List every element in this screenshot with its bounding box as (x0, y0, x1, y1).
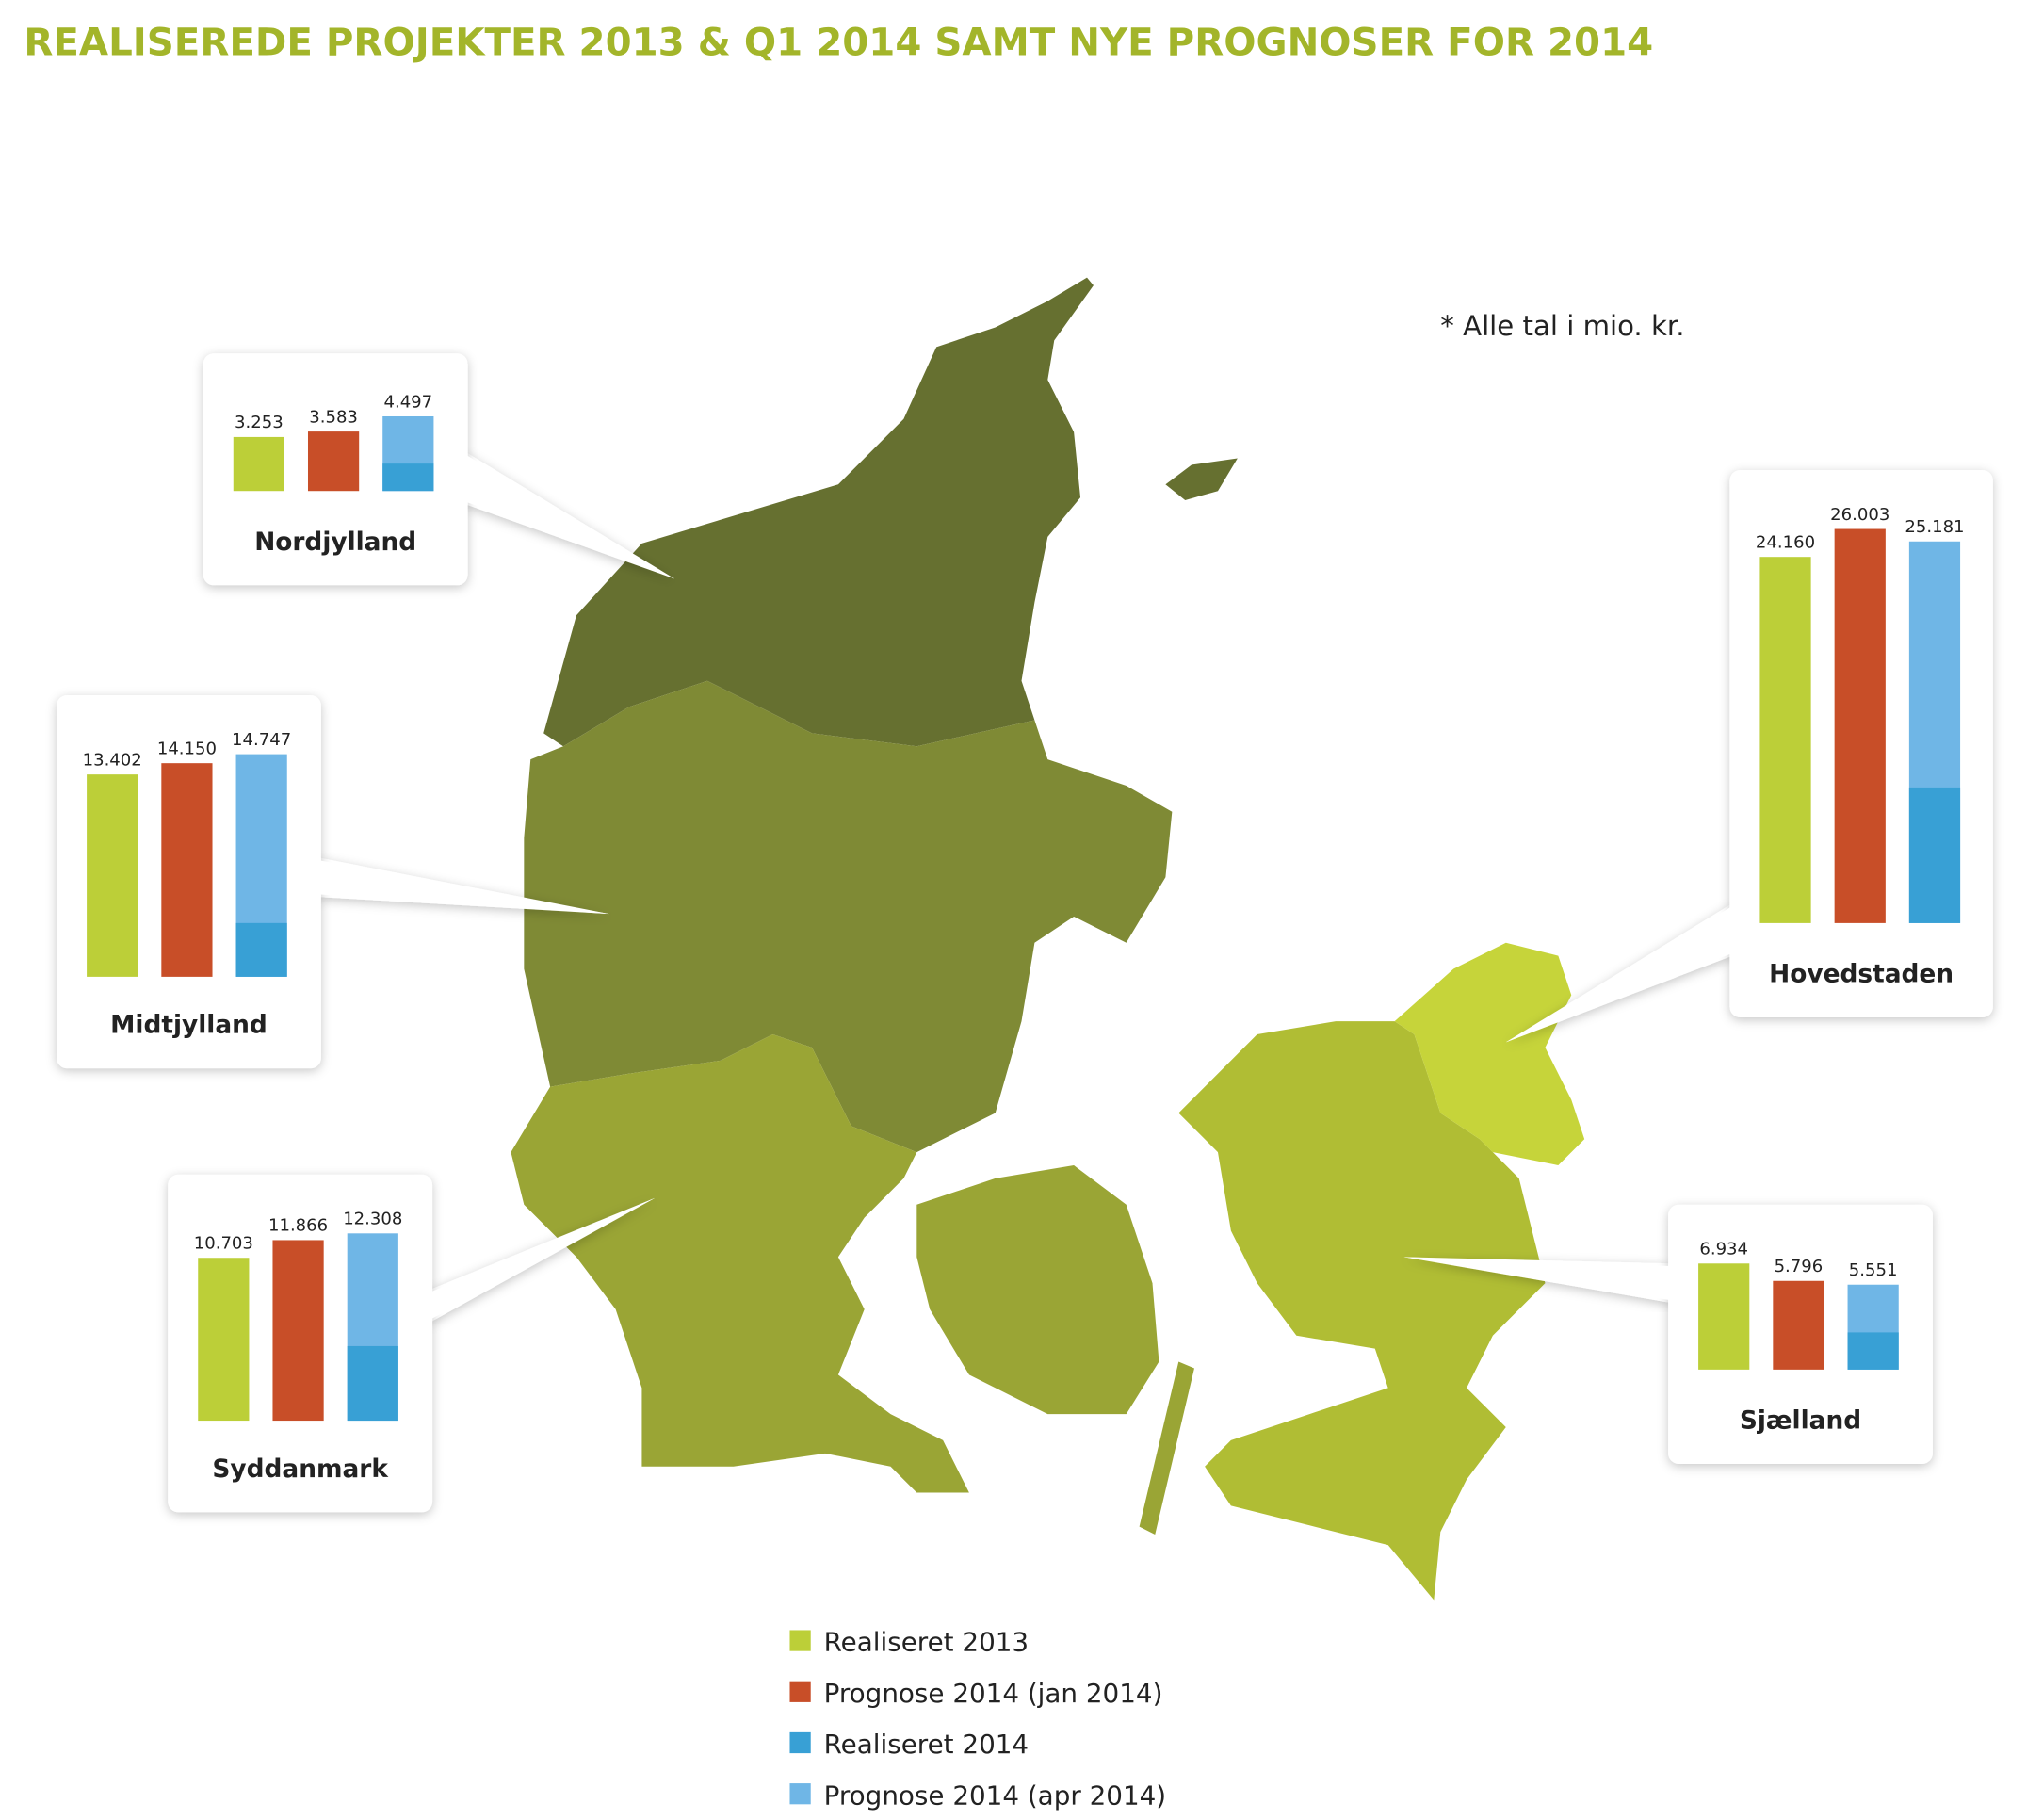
legend-label: Realiseret 2014 (824, 1729, 1030, 1760)
data-label: 25.181 (1905, 517, 1964, 537)
bar-realiseret-2014 (382, 463, 434, 492)
region-callout-5: 6.934 5.796 5.551 Sjælland (1403, 1204, 1933, 1464)
region-name: Midtjylland (110, 1011, 268, 1040)
bar-prognose-2014-jan-2014- (161, 763, 213, 977)
unit-note: * Alle tal i mio. kr. (1440, 310, 1684, 342)
data-label: 26.003 (1830, 505, 1889, 525)
bar-prognose-2014-jan-2014- (307, 431, 360, 492)
data-label: 3.253 (235, 413, 284, 432)
bar-realiseret-2013 (233, 436, 284, 492)
data-label: 11.866 (268, 1216, 328, 1236)
data-label: 4.497 (383, 392, 432, 412)
map-island-langeland (1139, 1361, 1194, 1535)
bar-realiseret-2014 (347, 1345, 398, 1422)
map-island-fyn (916, 1165, 1159, 1415)
bar-realiseret-2014 (1847, 1332, 1899, 1370)
bar-realiseret-2013 (1698, 1263, 1750, 1370)
bar-prognose-2014-jan-2014- (1773, 1280, 1824, 1370)
data-label: 5.796 (1775, 1257, 1824, 1276)
legend-swatch-prognose-jan-2014 (789, 1681, 811, 1702)
callout-pointer-fill (1403, 1257, 1671, 1301)
legend-swatch-realiseret-2014 (789, 1731, 811, 1754)
bar-prognose-2014-jan-2014- (1834, 528, 1886, 923)
map-region-midtjylland (524, 680, 1173, 1153)
legend: Realiseret 2013 Prognose 2014 (jan 2014)… (789, 1627, 1167, 1811)
bar-realiseret-2013 (87, 774, 138, 977)
map-region-hovedstaden (1394, 942, 1585, 1166)
region-name: Hovedstaden (1769, 959, 1954, 988)
map-region-nordjylland (543, 277, 1094, 747)
legend-swatch-realiseret-2013 (789, 1630, 811, 1651)
callout-pointer-fill (1505, 905, 1733, 1043)
data-label: 13.402 (83, 750, 142, 770)
region-name: Syddanmark (212, 1454, 389, 1484)
callout-pointer (464, 451, 675, 579)
bar-realiseret-2013 (1759, 557, 1811, 923)
callout-pointer-fill (430, 1197, 656, 1321)
region-name: Sjælland (1740, 1406, 1861, 1435)
map-island-anholt (1165, 458, 1238, 500)
legend-label: Prognose 2014 (jan 2014) (824, 1678, 1163, 1709)
callout-pointer (430, 1197, 656, 1323)
data-label: 5.551 (1849, 1260, 1898, 1280)
page-title: REALISEREDE PROJEKTER 2013 & Q1 2014 SAM… (24, 20, 1653, 64)
data-label: 14.150 (157, 739, 217, 758)
bar-realiseret-2014 (235, 922, 287, 977)
data-label: 6.934 (1699, 1240, 1748, 1259)
legend-swatch-prognose-apr-2014 (789, 1783, 811, 1805)
region-callout-1: 3.253 3.583 4.497 Nordjylland (203, 353, 675, 586)
region-callout-4: 24.160 26.003 25.181 Hovedstaden (1505, 469, 1993, 1043)
region-callout-3: 10.703 11.866 12.308 Syddanmark (168, 1174, 656, 1513)
legend-label: Realiseret 2013 (824, 1627, 1030, 1658)
bar-prognose-2014-jan-2014- (272, 1240, 324, 1422)
bar-realiseret-2013 (198, 1258, 250, 1422)
data-label: 24.160 (1756, 532, 1815, 552)
data-label: 3.583 (309, 407, 358, 427)
map-region-syddanmark (511, 1034, 969, 1493)
bar-realiseret-2014 (1908, 787, 1961, 923)
data-label: 10.703 (194, 1234, 253, 1254)
map-region-sjaelland (1178, 1021, 1546, 1601)
data-label: 14.747 (232, 730, 291, 750)
legend-label: Prognose 2014 (apr 2014) (824, 1779, 1167, 1811)
denmark-map (511, 277, 1585, 1601)
data-label: 12.308 (343, 1210, 402, 1229)
region-name: Nordjylland (254, 528, 416, 557)
